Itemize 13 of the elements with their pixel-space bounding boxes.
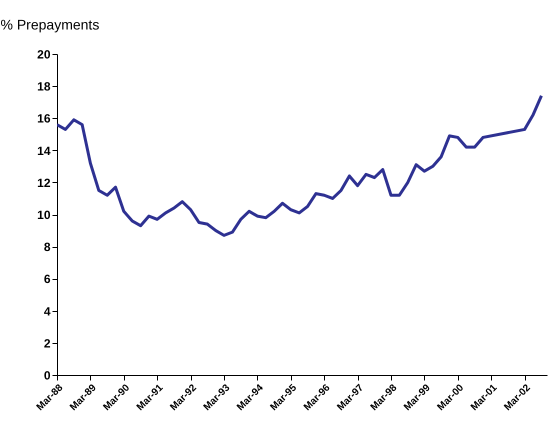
y-tick-label: 10 (37, 208, 51, 222)
y-tick-label: 8 (44, 240, 51, 254)
y-tick-label: 20 (37, 48, 51, 62)
y-tick-label: 2 (44, 336, 51, 350)
y-tick-label: 4 (44, 304, 51, 318)
y-tick-label: 16 (37, 112, 51, 126)
y-axis-title: % Prepayments (0, 16, 100, 32)
y-tick-label: 0 (44, 368, 51, 382)
y-tick-label: 14 (37, 144, 51, 158)
y-tick-label: 6 (44, 272, 51, 286)
y-tick-label: 18 (37, 80, 51, 94)
line-series (57, 94, 543, 237)
y-tick-label: 12 (37, 176, 51, 190)
